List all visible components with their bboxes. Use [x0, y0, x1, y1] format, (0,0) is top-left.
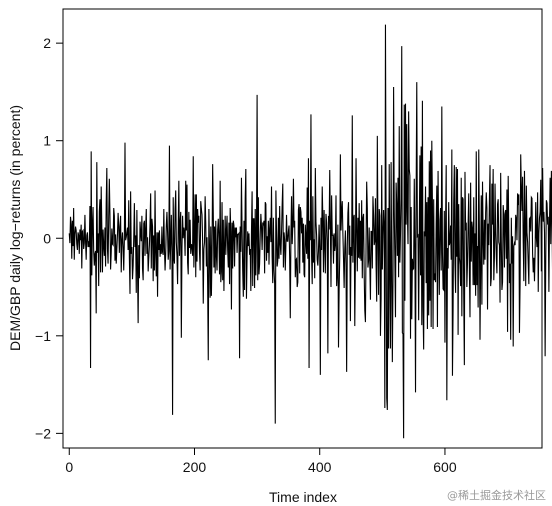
series-line-0 [68, 24, 552, 439]
x-axis-title: Time index [269, 489, 337, 505]
x-axis: 0 200 400 600 [65, 448, 457, 475]
x-tick-label: 200 [183, 459, 207, 475]
y-tick-label: −2 [35, 425, 51, 441]
y-tick-label: 0 [43, 230, 51, 246]
y-axis-title: DEM/GBP daily log−returns (in percent) [7, 105, 23, 351]
x-tick-label: 400 [308, 459, 332, 475]
watermark-text: @稀土掘金技术社区 [447, 488, 546, 502]
x-tick-label: 600 [433, 459, 457, 475]
y-tick-label: −1 [35, 328, 51, 344]
y-tick-label: 1 [43, 133, 51, 149]
y-tick-label: 2 [43, 35, 51, 51]
series-layer [68, 24, 552, 439]
x-tick-label: 0 [65, 459, 73, 475]
y-axis: −2 −1 0 1 2 [35, 35, 63, 441]
